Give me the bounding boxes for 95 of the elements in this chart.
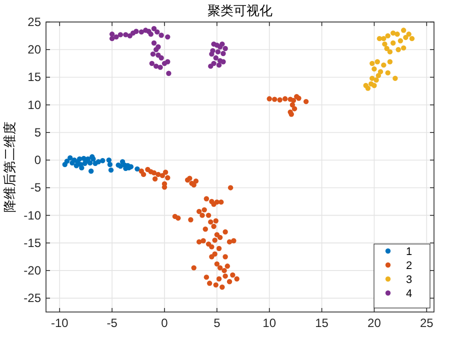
point <box>134 28 139 34</box>
point <box>387 59 393 64</box>
y-axis-title: 降维后第二维度 <box>2 122 17 212</box>
point <box>151 26 157 32</box>
point <box>87 160 93 166</box>
point <box>222 46 228 52</box>
legend-label: 1 <box>406 246 412 258</box>
legend-label: 2 <box>406 260 412 272</box>
x-tick-label: 0 <box>161 316 168 330</box>
point <box>400 45 406 51</box>
point <box>154 64 159 69</box>
x-tick-label: 10 <box>262 316 276 330</box>
point <box>392 76 398 81</box>
point <box>165 34 170 40</box>
point <box>365 86 371 91</box>
point <box>378 69 384 74</box>
point <box>381 36 386 42</box>
point <box>372 66 377 72</box>
point <box>64 158 70 164</box>
point <box>385 70 390 76</box>
point <box>118 32 124 38</box>
x-tick-label: 15 <box>315 316 329 330</box>
point <box>381 62 386 68</box>
y-tick-label: 20 <box>28 42 42 57</box>
point <box>88 168 94 174</box>
y-tick-label: 25 <box>28 15 42 29</box>
point <box>208 64 214 69</box>
x-tick-label: -10 <box>50 316 69 330</box>
point <box>148 32 154 37</box>
point <box>409 36 415 42</box>
point <box>150 51 156 57</box>
point <box>100 158 106 164</box>
point <box>109 32 115 37</box>
point <box>138 29 144 35</box>
point <box>123 32 128 38</box>
point <box>406 32 412 37</box>
x-tick-label: -5 <box>106 316 118 330</box>
point <box>165 59 170 64</box>
point <box>385 33 390 38</box>
point <box>220 50 226 56</box>
point <box>149 60 155 66</box>
point <box>390 30 396 36</box>
point <box>403 34 408 40</box>
point <box>382 41 388 47</box>
y-tick-label: 15 <box>28 70 42 84</box>
y-tick-label: 0 <box>34 153 42 168</box>
point <box>134 166 140 172</box>
y-tick-label: -15 <box>24 236 42 250</box>
point <box>370 76 375 81</box>
point <box>158 32 164 38</box>
point <box>220 41 225 47</box>
point <box>151 40 157 46</box>
point <box>216 62 222 68</box>
point <box>374 77 379 83</box>
point <box>114 34 119 40</box>
point <box>396 47 401 52</box>
y-tick-label: -5 <box>30 180 42 195</box>
point <box>108 167 114 173</box>
legend-label: 4 <box>406 288 412 300</box>
point <box>106 157 112 163</box>
point <box>156 44 161 50</box>
point <box>210 48 216 54</box>
point <box>372 82 377 88</box>
point <box>68 155 73 160</box>
point <box>154 29 160 35</box>
point <box>158 55 164 61</box>
legend-label: 3 <box>406 274 412 286</box>
point <box>400 28 406 33</box>
y-tick-label: -20 <box>24 264 42 278</box>
point <box>158 64 163 70</box>
point <box>220 59 226 64</box>
point <box>213 55 218 61</box>
x-tick-label: 5 <box>214 316 221 330</box>
point <box>90 156 96 162</box>
y-tick-label: -10 <box>24 208 42 222</box>
point <box>394 32 400 37</box>
x-tick-label: 20 <box>368 316 382 330</box>
point <box>79 165 84 170</box>
y-tick-label: 10 <box>28 98 42 112</box>
point <box>76 156 82 162</box>
point <box>215 49 221 54</box>
y-tick-label: 5 <box>34 125 42 140</box>
x-tick-label: 25 <box>420 316 434 330</box>
point <box>398 38 404 44</box>
point <box>109 36 115 42</box>
point <box>370 60 375 66</box>
point <box>107 162 113 168</box>
point <box>376 72 382 78</box>
point <box>387 49 393 54</box>
point <box>384 46 390 52</box>
y-tick-label: -25 <box>24 291 42 306</box>
point <box>374 59 380 64</box>
point <box>390 40 396 46</box>
point <box>166 70 172 76</box>
chart-title: 聚类可视化 <box>208 3 272 18</box>
